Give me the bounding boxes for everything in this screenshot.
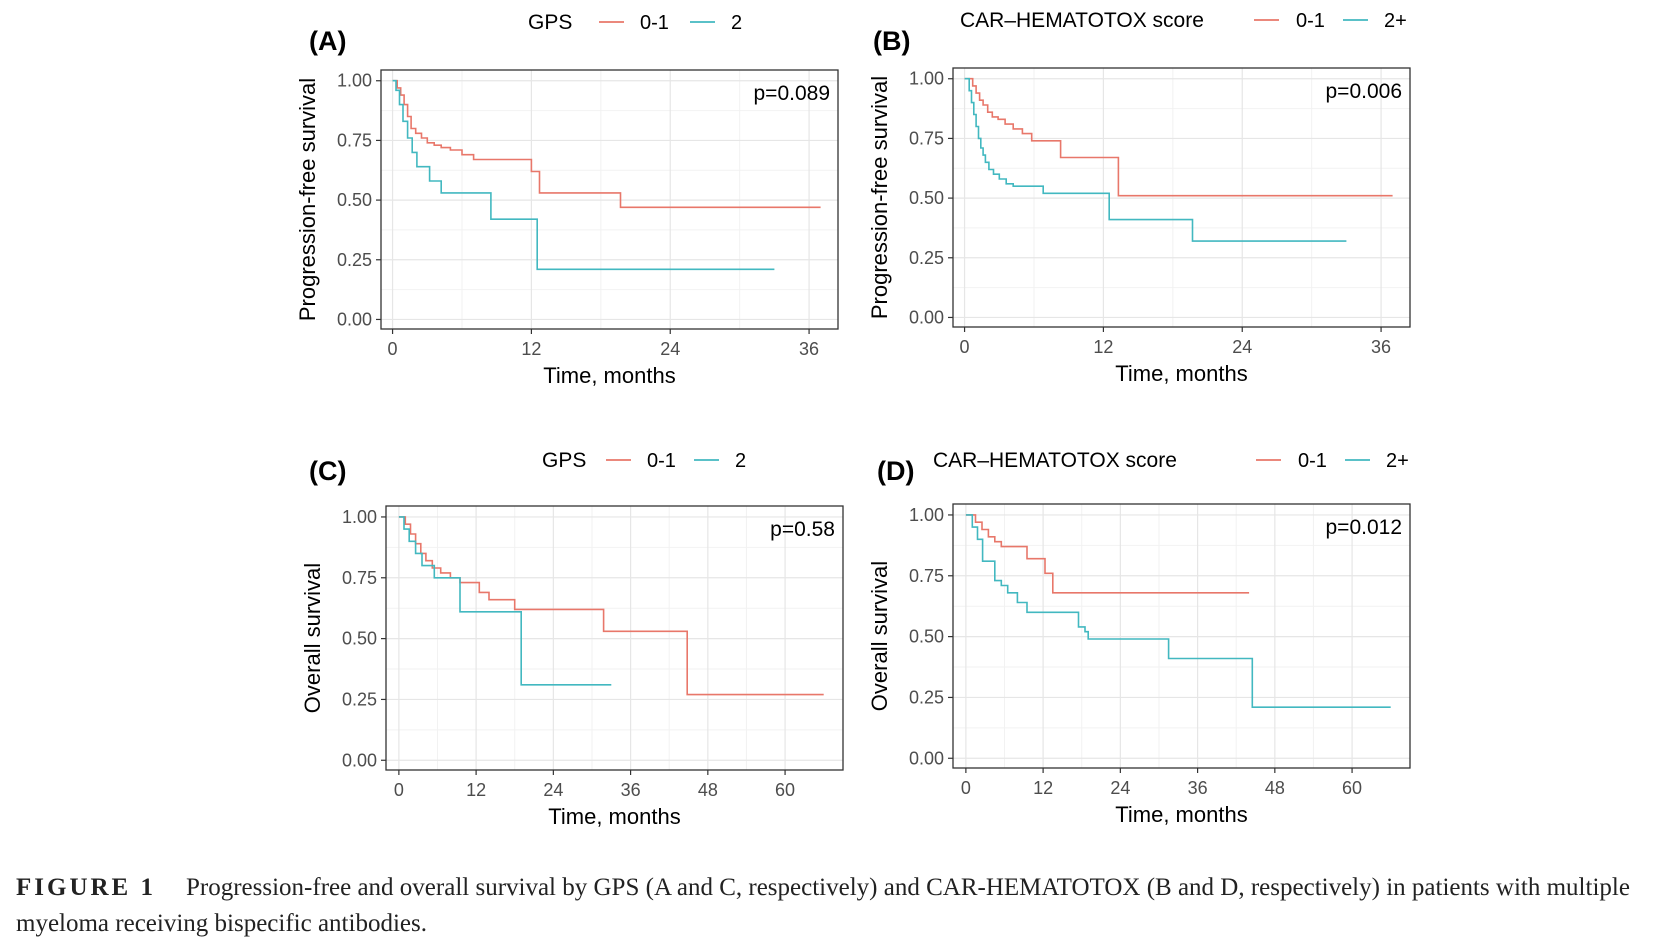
plot-area-c bbox=[386, 506, 843, 770]
x-tick-label: 0 bbox=[394, 780, 404, 800]
p-value: p=0.089 bbox=[754, 82, 831, 105]
panel-label: (C) bbox=[309, 456, 346, 486]
survival-curve-c-low bbox=[398, 516, 824, 696]
legend-entry: 0-1 bbox=[640, 12, 669, 34]
legend-entry: 2 bbox=[731, 12, 742, 34]
p-value: p=0.58 bbox=[770, 518, 835, 541]
panel-label: (D) bbox=[877, 456, 914, 486]
panel-label: (B) bbox=[873, 26, 910, 56]
y-tick-label: 1.00 bbox=[337, 71, 372, 91]
survival-curve-b-high bbox=[964, 77, 1347, 242]
legend-entry: 0-1 bbox=[647, 450, 676, 472]
x-tick-label: 24 bbox=[1232, 337, 1252, 357]
survival-figure: 0 12 24 36 0.00 0.25 0.50 0.75 1.00 Time, months P… bbox=[295, 9, 1411, 829]
y-tick-label: 0.25 bbox=[909, 687, 944, 707]
y-tick-label: 0.50 bbox=[342, 629, 377, 649]
y-tick-label: 0.75 bbox=[909, 566, 944, 586]
plot-area-d bbox=[953, 504, 1410, 768]
x-tick-label: 24 bbox=[543, 780, 563, 800]
plot-border-d bbox=[952, 503, 1411, 769]
y-axis-label: Progression-free survival bbox=[295, 78, 320, 321]
legend-entry: 0-1 bbox=[1298, 450, 1327, 472]
x-tick-label: 12 bbox=[1093, 337, 1113, 357]
legend-title: GPS bbox=[542, 449, 586, 472]
legend-entry: 2+ bbox=[1384, 10, 1407, 32]
legend-entry: 2+ bbox=[1386, 450, 1409, 472]
y-tick-label: 0.25 bbox=[342, 689, 377, 709]
x-tick-label: 0 bbox=[961, 778, 971, 798]
survival-curve-b-low bbox=[964, 77, 1393, 197]
y-tick-label: 0.50 bbox=[909, 188, 944, 208]
survival-curve-c-high bbox=[398, 516, 612, 686]
x-tick-label: 12 bbox=[466, 780, 486, 800]
y-axis-label: Overall survival bbox=[867, 561, 892, 711]
y-tick-label: 1.00 bbox=[909, 505, 944, 525]
x-tick-label: 36 bbox=[1188, 778, 1208, 798]
x-tick-label: 60 bbox=[775, 780, 795, 800]
plot-border-c bbox=[385, 505, 844, 771]
y-tick-label: 1.00 bbox=[342, 507, 377, 527]
legend-title: GPS bbox=[528, 11, 572, 34]
p-value: p=0.012 bbox=[1326, 516, 1403, 539]
x-tick-label: 48 bbox=[1265, 778, 1285, 798]
y-tick-label: 0.25 bbox=[909, 248, 944, 268]
panel-label: (A) bbox=[309, 26, 346, 56]
y-tick-label: 0.00 bbox=[909, 307, 944, 327]
survival-curve-a-high bbox=[392, 79, 775, 271]
x-tick-label: 24 bbox=[1110, 778, 1130, 798]
y-tick-label: 0.50 bbox=[337, 190, 372, 210]
y-tick-label: 0.00 bbox=[342, 750, 377, 770]
x-tick-label: 36 bbox=[1371, 337, 1391, 357]
x-tick-label: 24 bbox=[660, 339, 680, 359]
x-tick-label: 12 bbox=[1033, 778, 1053, 798]
x-axis-label: Time, months bbox=[543, 363, 675, 388]
y-axis-label: Overall survival bbox=[300, 563, 325, 713]
y-axis-label: Progression-free survival bbox=[867, 76, 892, 319]
x-tick-label: 36 bbox=[799, 339, 819, 359]
y-tick-label: 0.50 bbox=[909, 627, 944, 647]
y-tick-label: 0.75 bbox=[342, 568, 377, 588]
y-tick-label: 0.00 bbox=[337, 309, 372, 329]
x-tick-label: 0 bbox=[388, 339, 398, 359]
x-tick-label: 60 bbox=[1342, 778, 1362, 798]
x-tick-label: 36 bbox=[621, 780, 641, 800]
x-tick-label: 12 bbox=[521, 339, 541, 359]
survival-curve-d-low bbox=[965, 514, 1250, 594]
legend-title: CAR–HEMATOTOX score bbox=[960, 9, 1204, 32]
y-tick-label: 0.75 bbox=[909, 128, 944, 148]
caption-label: FIGURE 1 bbox=[16, 874, 156, 901]
y-tick-label: 0.25 bbox=[337, 250, 372, 270]
x-axis-label: Time, months bbox=[1115, 802, 1247, 827]
survival-curve-a-low bbox=[392, 79, 821, 209]
figure-caption: FIGURE 1 Progression-free and overall sur… bbox=[16, 870, 1656, 942]
y-tick-label: 0.75 bbox=[337, 130, 372, 150]
p-value: p=0.006 bbox=[1326, 80, 1403, 103]
x-axis-label: Time, months bbox=[1115, 361, 1247, 386]
caption-text: Progression-free and overall survival by… bbox=[16, 874, 1630, 937]
x-tick-label: 0 bbox=[960, 337, 970, 357]
legend-title: CAR–HEMATOTOX score bbox=[933, 449, 1177, 472]
x-tick-label: 48 bbox=[698, 780, 718, 800]
y-tick-label: 1.00 bbox=[909, 69, 944, 89]
legend-entry: 0-1 bbox=[1296, 10, 1325, 32]
survival-curve-d-high bbox=[965, 514, 1391, 708]
y-tick-label: 0.00 bbox=[909, 748, 944, 768]
x-axis-label: Time, months bbox=[548, 804, 680, 829]
legend-entry: 2 bbox=[735, 450, 746, 472]
